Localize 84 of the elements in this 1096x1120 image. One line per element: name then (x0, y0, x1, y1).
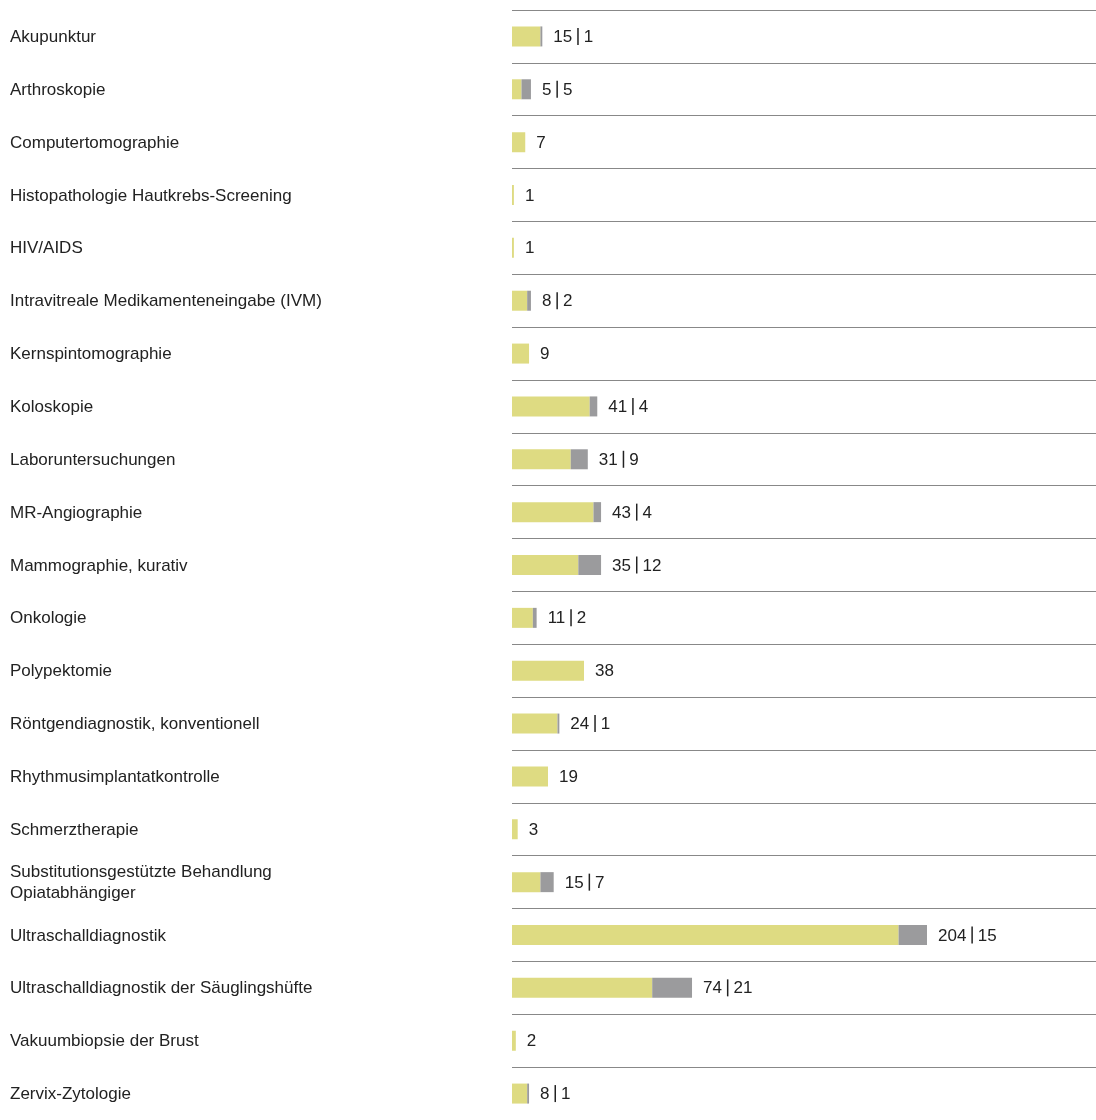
data-label: 21 (733, 978, 753, 998)
y-tick-label: Kernspintomographie (10, 344, 172, 364)
y-tick-label: HIV/AIDS (10, 238, 83, 258)
y-tick-label: Ultraschalldiagnostik (10, 925, 167, 945)
bar (589, 396, 598, 417)
data-label: 2 (526, 1031, 537, 1051)
data-label: 12 (642, 555, 662, 575)
data-label: 31 (598, 449, 618, 469)
data-label: 7 (536, 132, 546, 152)
data-label: 7 (595, 872, 605, 892)
bar (512, 819, 518, 840)
bar (512, 607, 533, 628)
data-label: 15 (977, 925, 997, 945)
bar (512, 1030, 516, 1051)
bar (512, 1083, 528, 1104)
bar (593, 502, 602, 523)
y-tick-label: MR-Angiographie (10, 502, 143, 522)
bar (512, 502, 594, 523)
bar (512, 290, 528, 311)
bar (512, 872, 541, 893)
data-label: 2 (576, 608, 587, 628)
y-tick-label: Röntgendiagnostik, konventionell (10, 714, 260, 734)
y-tick-label: Ultraschalldiagnostik der Säuglingshüfte (10, 978, 313, 998)
bar (652, 977, 693, 998)
data-label: 8 (540, 1084, 550, 1104)
data-label: 4 (638, 396, 649, 416)
bar (512, 766, 548, 787)
data-label: 1 (600, 714, 611, 734)
data-label: 8 (541, 291, 552, 311)
data-label: 4 (642, 502, 652, 522)
bar (527, 290, 531, 311)
data-label: 1 (561, 1084, 571, 1104)
bar (898, 925, 927, 945)
bar (512, 925, 899, 945)
y-tick-label: Onkologie (10, 608, 87, 628)
y-tick-label: Rhythmusimplantatkontrolle (10, 766, 220, 786)
data-label: 9 (629, 449, 639, 469)
bar (521, 79, 531, 100)
data-label: 24 (570, 714, 590, 734)
y-tick-label: Computertomographie (10, 132, 180, 152)
y-tick-label: Intravitreale Medikamenteneingabe (IVM) (10, 291, 322, 311)
bar (512, 449, 571, 470)
data-label: 35 (612, 555, 631, 575)
data-label: 204 (938, 925, 967, 945)
data-label: 19 (559, 766, 578, 786)
bar (532, 607, 537, 628)
y-tick-label: Vakuumbiopsie der Brust (10, 1031, 199, 1051)
bar (570, 449, 588, 470)
data-label: 3 (528, 819, 539, 839)
data-label: 15 (564, 872, 584, 892)
data-label: 41 (608, 396, 628, 416)
bar (512, 713, 558, 734)
data-label: 1 (524, 238, 535, 258)
data-label: 1 (583, 26, 594, 46)
y-tick-label: Mammographie, kurativ (10, 555, 189, 575)
bar (512, 79, 522, 100)
bar (512, 660, 585, 681)
y-tick-label: Polypektomie (10, 661, 113, 681)
data-label: 1 (524, 185, 535, 205)
y-tick-label: Arthroskopie (10, 79, 106, 99)
data-label: 15 (553, 26, 573, 46)
data-label: 9 (540, 344, 550, 364)
data-label: 38 (595, 661, 614, 681)
bar (512, 343, 530, 364)
bar (540, 872, 554, 893)
y-tick-label: Schmerztherapie (10, 819, 139, 839)
data-label: 43 (612, 502, 631, 522)
y-tick-label: Histopathologie Hautkrebs-Screening (10, 185, 292, 205)
bar (578, 555, 602, 575)
y-tick-label: Substitutionsgestützte Behandlung Opiatabhängiger (10, 862, 277, 903)
data-label: 2 (562, 291, 573, 311)
bar (512, 26, 541, 47)
bar (512, 132, 526, 153)
data-label: 74 (703, 978, 722, 998)
data-label: 5 (541, 79, 552, 99)
bar (512, 555, 579, 575)
data-label: 5 (562, 79, 573, 99)
y-tick-label: Koloskopie (10, 396, 94, 416)
y-tick-label: Akupunktur (10, 26, 97, 46)
y-tick-label: Laboruntersuchungen (10, 449, 176, 469)
bar (512, 396, 590, 417)
data-label: 11 (547, 608, 566, 628)
y-tick-label: Zervix-Zytologie (10, 1084, 131, 1104)
bar (512, 977, 653, 998)
